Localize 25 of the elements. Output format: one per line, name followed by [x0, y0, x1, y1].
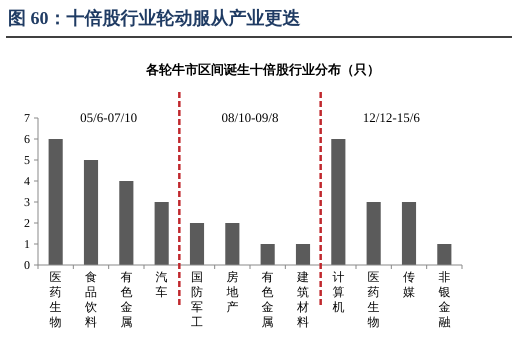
y-tick-label: 0: [24, 258, 30, 272]
x-tick-label: 传媒: [403, 270, 415, 299]
y-tick-label: 5: [24, 153, 30, 167]
y-tick-label: 6: [24, 132, 30, 146]
x-tick-label: 建筑材料: [296, 270, 309, 329]
x-tick-label: 食品饮料: [84, 270, 97, 329]
y-tick-label: 2: [24, 216, 30, 230]
x-tick-label: 有色金属: [120, 270, 132, 329]
x-tick-label: 计算机: [332, 270, 344, 314]
annotation: 08/10-09/8: [221, 110, 279, 125]
y-tick-label: 3: [24, 195, 30, 209]
annotation: 05/6-07/10: [80, 110, 138, 125]
subtitle: 各轮牛市区间诞生十倍股行业分布（只）: [146, 62, 380, 77]
x-tick-label: 医药生物: [50, 270, 62, 329]
y-tick-label: 7: [24, 111, 30, 125]
annotation: 12/12-15/6: [362, 110, 420, 125]
x-tick-label: 房地产: [225, 270, 238, 314]
x-tick-label: 非银金融: [437, 270, 450, 329]
y-tick-label: 1: [24, 237, 30, 251]
x-tick-label: 有色金属: [262, 270, 274, 329]
y-tick-label: 4: [24, 174, 30, 188]
title: 图 60：十倍股行业轮动服从产业更迭: [8, 8, 300, 28]
x-tick-label: 国防军工: [191, 270, 203, 329]
x-tick-label: 汽车: [156, 270, 168, 299]
x-tick-label: 医药生物: [368, 270, 380, 329]
